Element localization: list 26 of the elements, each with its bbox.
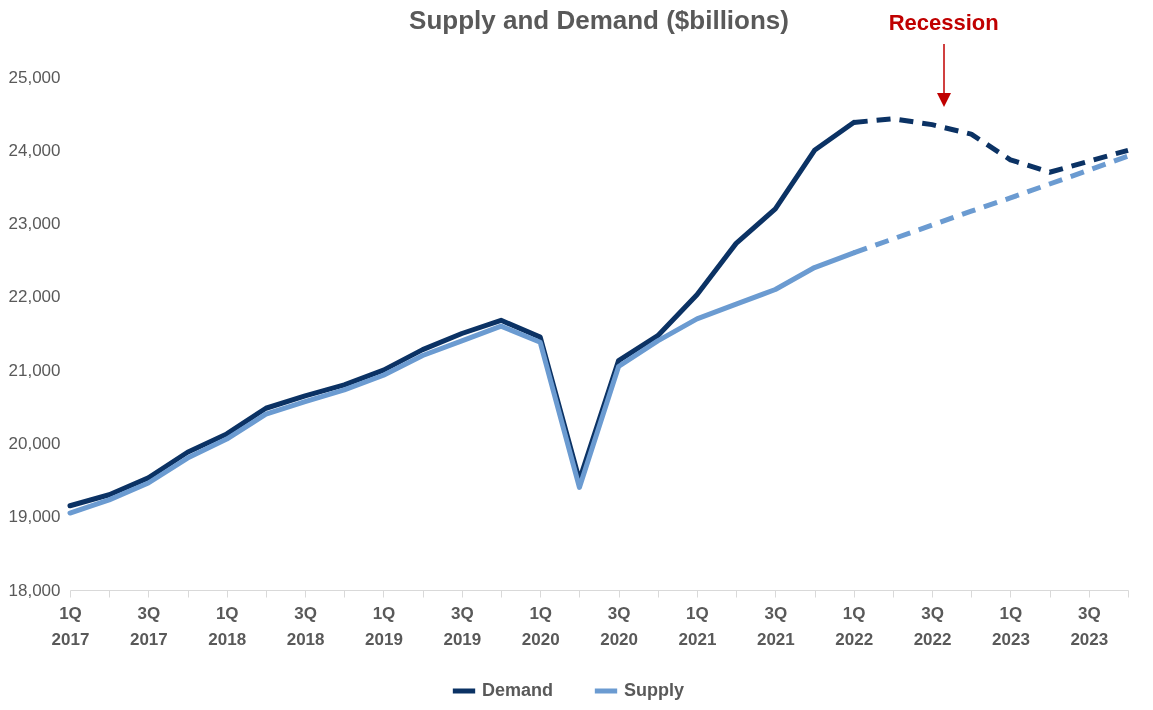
legend-label: Demand: [482, 680, 554, 700]
y-tick-label: 21,000: [8, 360, 61, 380]
x-tick-label: 3Q 2020: [600, 603, 639, 649]
x-tick-label: 1Q 2017: [51, 603, 90, 649]
legend-label: Supply: [624, 680, 685, 700]
x-tick-label: 1Q 2022: [835, 603, 874, 649]
y-tick-label: 19,000: [8, 507, 61, 527]
x-tick-label: 3Q 2017: [129, 603, 168, 649]
y-tick-label: 24,000: [8, 140, 61, 160]
y-tick-label: 20,000: [8, 433, 61, 453]
x-tick-label: 1Q 2019: [365, 603, 403, 649]
x-tick-label: 3Q 2023: [1070, 603, 1109, 649]
chart-title: Supply and Demand ($billions): [409, 5, 789, 35]
x-tick-label: 1Q 2021: [678, 603, 717, 649]
x-tick-label: 1Q 2018: [208, 603, 247, 649]
y-tick-label: 18,000: [8, 580, 61, 600]
x-tick-label: 1Q 2020: [521, 603, 560, 649]
x-tick-label: 3Q 2021: [756, 603, 795, 649]
y-tick-label: 23,000: [8, 214, 61, 234]
x-tick-label: 3Q 2018: [286, 603, 325, 649]
x-tick-label: 1Q 2023: [992, 603, 1030, 649]
x-tick-label: 3Q 2019: [443, 603, 482, 649]
text: Recession: [888, 10, 999, 36]
y-tick-label: 22,000: [8, 287, 61, 307]
x-tick-label: 3Q 2022: [913, 603, 952, 649]
y-tick-label: 25,000: [8, 67, 61, 87]
